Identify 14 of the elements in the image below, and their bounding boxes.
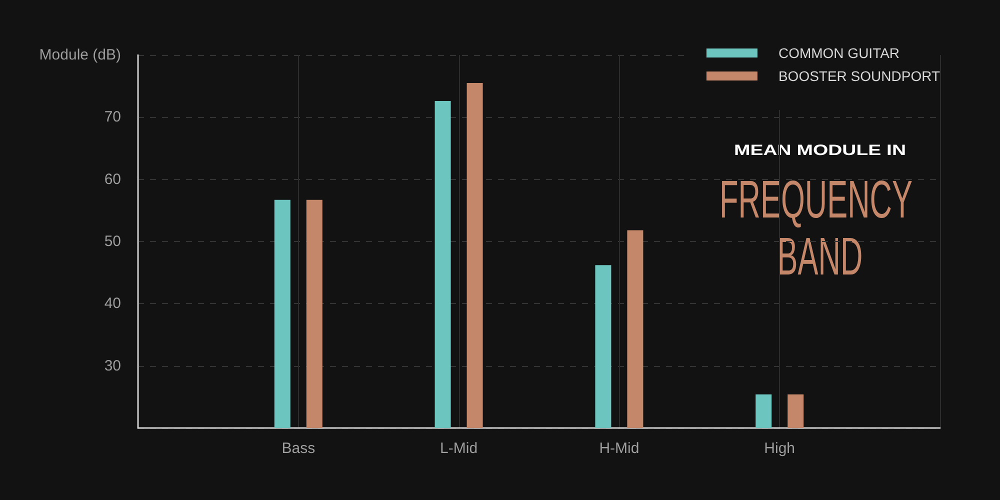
y-tick-label: 30 [104,357,121,374]
x-tick-label: L-Mid [440,440,478,457]
legend-label: COMMON GUITAR [778,45,900,61]
x-tick-label: H-Mid [599,440,640,457]
text: MEAN MODULE IN [734,141,906,159]
x-tick-label: High [764,440,796,457]
y-tick-label: 40 [104,295,121,312]
text: FREQUENCY BAND [720,171,920,287]
legend-label: BOOSTER SOUNDPORT [778,68,940,84]
y-tick-label: 50 [104,233,121,250]
y-tick-label: 60 [104,170,121,188]
x-tick-label: Bass [282,440,316,457]
y-tick-label: 70 [104,108,121,126]
y-axis-title: Module (dB) [39,46,122,64]
